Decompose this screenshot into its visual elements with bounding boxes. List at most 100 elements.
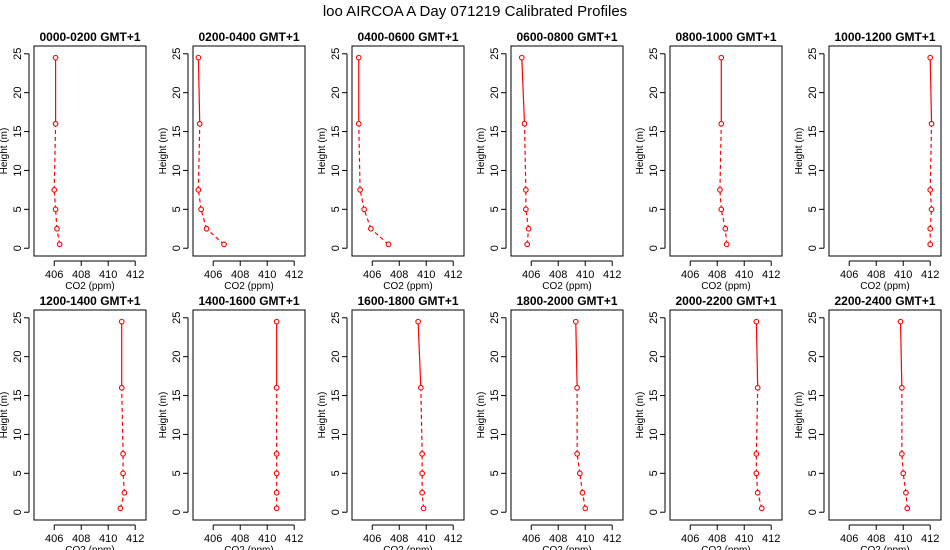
y-tick-label: 15 (648, 389, 660, 401)
y-tick-label: 25 (330, 312, 342, 324)
y-axis-label: Height (m) (158, 392, 169, 439)
y-tick-label: 25 (330, 48, 342, 60)
x-axis-label: CO2 (ppm) (383, 545, 432, 550)
profile-segment (929, 123, 933, 190)
y-tick-label: 0 (489, 509, 501, 515)
profile-segment (755, 321, 759, 388)
y-tick-label: 0 (12, 245, 24, 251)
profile-segment (755, 473, 759, 493)
y-tick-label: 15 (171, 389, 183, 401)
x-tick-label: 406 (522, 533, 540, 545)
data-point (361, 206, 367, 213)
y-tick-label: 15 (807, 125, 819, 137)
data-point (273, 318, 280, 325)
y-tick-label: 5 (171, 206, 183, 212)
plot-box (510, 45, 624, 257)
data-point (522, 206, 529, 213)
y-tick-label: 5 (171, 470, 183, 476)
profile-segment (719, 123, 722, 190)
x-tick-label: 412 (285, 269, 303, 281)
y-tick-label: 15 (171, 125, 183, 137)
x-axis-label: CO2 (ppm) (65, 281, 114, 292)
profile-segment (719, 189, 722, 210)
profile-segment (359, 189, 365, 210)
x-tick-label: 412 (444, 533, 462, 545)
panel-title: 1600-1800 GMT+1 (357, 294, 458, 308)
data-point (419, 470, 426, 477)
y-tick-label: 0 (807, 245, 819, 251)
plot-box (33, 309, 147, 521)
data-point (524, 241, 531, 248)
data-point (574, 451, 580, 457)
y-tick-label: 15 (330, 125, 342, 137)
y-tick-label: 5 (12, 470, 24, 476)
y-tick-label: 25 (648, 312, 660, 324)
profile-segment (197, 123, 201, 190)
x-tick-label: 410 (417, 269, 435, 281)
y-tick-label: 5 (648, 470, 660, 476)
profile-segment (576, 453, 581, 474)
data-point (899, 451, 905, 457)
data-point (927, 187, 934, 193)
data-point (355, 54, 362, 61)
data-point (273, 470, 280, 477)
profile-segment (929, 209, 933, 229)
x-tick-label: 410 (99, 533, 117, 545)
data-point (723, 241, 730, 248)
x-tick-label: 406 (204, 269, 222, 281)
x-axis-label: CO2 (ppm) (224, 281, 273, 292)
x-tick-label: 408 (549, 269, 567, 281)
data-point (521, 120, 528, 127)
y-axis-label: Height (m) (476, 128, 487, 175)
profile-segment (902, 473, 907, 493)
x-axis-label: CO2 (ppm) (701, 545, 750, 550)
panel-title: 0000-0200 GMT+1 (39, 30, 140, 44)
y-axis-label: Height (m) (635, 128, 646, 175)
panel-title: 1000-1200 GMT+1 (834, 30, 935, 44)
x-tick-label: 408 (867, 269, 885, 281)
profile-segment (54, 209, 58, 229)
y-tick-label: 25 (171, 312, 183, 324)
y-axis-label: Height (m) (476, 392, 487, 439)
x-tick-label: 412 (921, 533, 939, 545)
y-tick-label: 20 (648, 351, 660, 363)
y-tick-label: 10 (489, 164, 501, 176)
profile-segment (122, 473, 126, 493)
data-point (758, 505, 765, 512)
data-point (522, 187, 529, 193)
x-axis-label: CO2 (ppm) (542, 281, 591, 292)
x-tick-label: 410 (894, 533, 912, 545)
x-tick-label: 408 (72, 533, 90, 545)
x-tick-label: 408 (390, 533, 408, 545)
data-point (117, 505, 124, 512)
data-point (928, 206, 935, 213)
y-axis-label: Height (m) (794, 392, 805, 439)
y-tick-label: 0 (489, 245, 501, 251)
x-tick-label: 408 (708, 269, 726, 281)
y-tick-label: 10 (12, 164, 24, 176)
panel-title: 1800-2000 GMT+1 (516, 294, 617, 308)
data-point (718, 120, 725, 127)
profile-segment (200, 209, 208, 229)
y-tick-label: 20 (330, 87, 342, 99)
profile-segment (901, 453, 904, 474)
x-tick-label: 410 (735, 269, 753, 281)
profile-segment (525, 209, 530, 229)
profile-panel: 1000-1200 GMT+1 406 408 410 412 CO2 (ppm) 0 5 10… (794, 30, 942, 292)
y-tick-label: 15 (12, 125, 24, 137)
y-tick-label: 25 (12, 48, 24, 60)
y-tick-label: 5 (807, 206, 819, 212)
data-point (417, 384, 424, 391)
plot-box (828, 45, 942, 257)
profile-segment (521, 57, 526, 124)
data-point (273, 451, 280, 457)
x-tick-label: 406 (840, 269, 858, 281)
data-point (368, 225, 374, 232)
y-tick-label: 5 (330, 206, 342, 212)
y-tick-label: 25 (489, 312, 501, 324)
x-axis-label: CO2 (ppm) (860, 545, 909, 550)
x-tick-label: 406 (204, 533, 222, 545)
data-point (203, 225, 210, 232)
data-point (357, 187, 363, 193)
